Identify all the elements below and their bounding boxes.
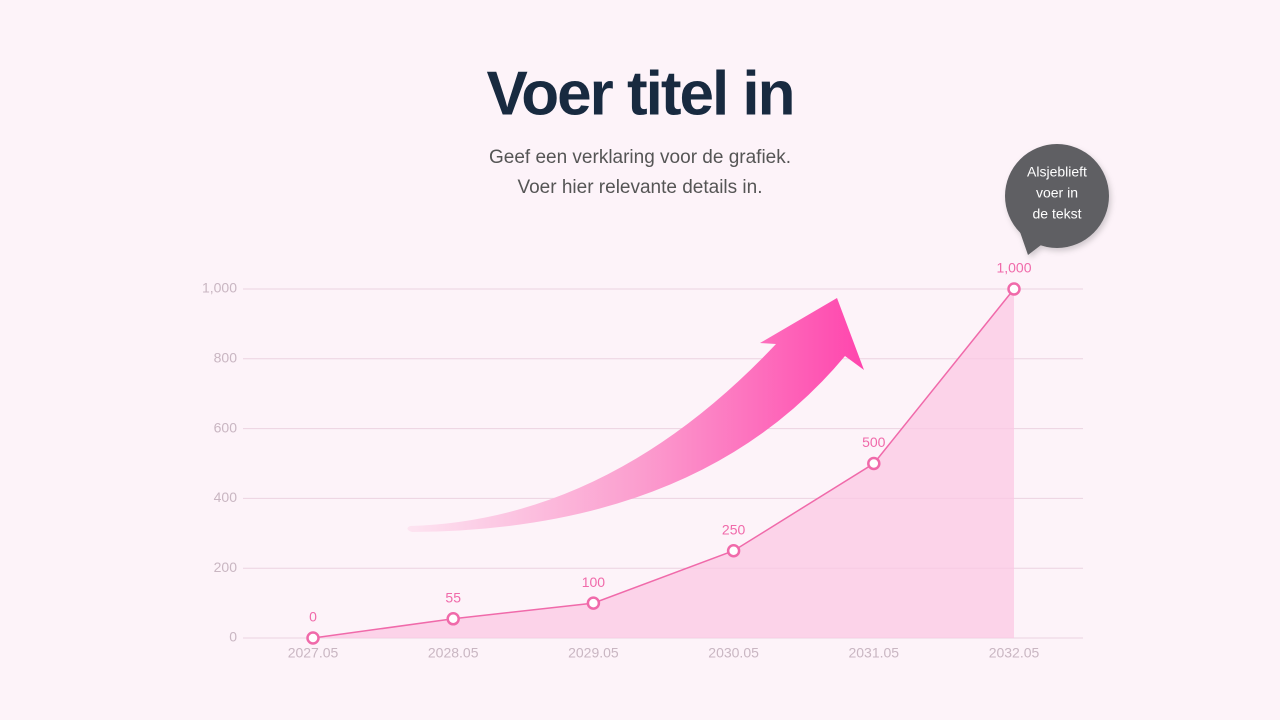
x-tick-label: 2031.05 — [848, 645, 899, 661]
line — [312, 288, 1015, 639]
marker — [1007, 282, 1021, 296]
y-tick-label: 800 — [214, 350, 238, 366]
bubble-tail — [1020, 232, 1045, 255]
y-tick-label: 200 — [214, 559, 238, 575]
plot-area: 0 200 400 600 800 1,000 2027.05 2028.05 2029.05 2… — [202, 260, 1083, 661]
bubble — [1005, 144, 1109, 248]
annotation: voer in — [1036, 185, 1078, 201]
subtitle: Geef een verklaring voor de grafiek. — [489, 147, 791, 168]
marker — [446, 612, 460, 626]
annotation: Alsjeblieft — [1027, 164, 1087, 180]
subtitle: Voer hier relevante details in. — [517, 177, 762, 198]
data-label: 55 — [445, 590, 461, 606]
annotation-bubble — [1005, 144, 1109, 255]
marker — [306, 631, 320, 645]
x-tick-label: 2028.05 — [428, 645, 479, 661]
data-label: 500 — [862, 434, 886, 450]
y-tick-label: 600 — [214, 419, 238, 435]
y-tick-label: 0 — [229, 629, 237, 645]
x-tick-label: 2027.05 — [288, 645, 339, 661]
marker — [586, 596, 601, 610]
marker — [726, 544, 741, 558]
x-tick-label: 2032.05 — [989, 645, 1040, 661]
area — [313, 289, 1014, 638]
data-label: 1,000 — [996, 260, 1031, 276]
data-label: 250 — [722, 521, 746, 537]
data-label: 100 — [582, 574, 606, 590]
y-tick-label: 400 — [214, 489, 238, 505]
decorative-arrow — [407, 298, 864, 532]
x-tick-label: 2029.05 — [568, 645, 619, 661]
data-label: 0 — [309, 609, 317, 625]
x-tick-label: 2030.05 — [708, 645, 759, 661]
marker — [867, 456, 881, 471]
annotation: de tekst — [1032, 206, 1081, 222]
y-tick-label: 1,000 — [202, 280, 237, 296]
chart-title: Voer titel in — [486, 59, 793, 128]
